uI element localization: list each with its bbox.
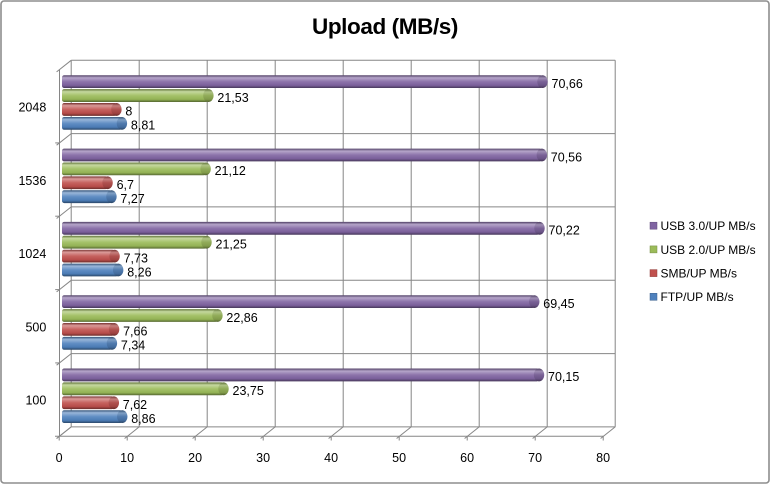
svg-text:80: 80 (596, 451, 610, 465)
svg-text:70,15: 70,15 (548, 370, 579, 384)
svg-text:70,22: 70,22 (549, 224, 580, 238)
svg-text:10: 10 (120, 451, 134, 465)
svg-text:SMB/UP MB/s: SMB/UP MB/s (661, 267, 737, 281)
svg-text:6,7: 6,7 (117, 178, 134, 192)
svg-text:FTP/UP MB/s: FTP/UP MB/s (661, 290, 734, 304)
svg-text:21,12: 21,12 (215, 164, 246, 178)
svg-text:Upload (MB/s): Upload (MB/s) (312, 14, 458, 39)
svg-text:60: 60 (460, 451, 474, 465)
svg-text:7,73: 7,73 (124, 251, 148, 265)
svg-text:7,34: 7,34 (121, 339, 145, 353)
svg-text:0: 0 (56, 451, 63, 465)
svg-text:23,75: 23,75 (233, 384, 264, 398)
svg-text:21,25: 21,25 (216, 238, 247, 252)
svg-text:7,27: 7,27 (120, 192, 144, 206)
svg-text:8,26: 8,26 (127, 265, 151, 279)
svg-text:22,86: 22,86 (226, 311, 257, 325)
svg-text:8,81: 8,81 (131, 119, 155, 133)
svg-text:21,53: 21,53 (217, 91, 248, 105)
svg-text:30: 30 (256, 451, 270, 465)
svg-text:7,62: 7,62 (123, 398, 147, 412)
svg-text:50: 50 (392, 451, 406, 465)
svg-text:70: 70 (528, 451, 542, 465)
svg-text:69,45: 69,45 (543, 297, 574, 311)
svg-text:500: 500 (25, 320, 46, 334)
svg-text:1536: 1536 (18, 174, 46, 188)
svg-text:70,66: 70,66 (552, 77, 583, 91)
svg-text:8,86: 8,86 (131, 412, 155, 426)
svg-text:2048: 2048 (18, 101, 46, 115)
svg-text:USB 2.0/UP MB/s: USB 2.0/UP MB/s (661, 243, 756, 257)
svg-text:40: 40 (324, 451, 338, 465)
svg-text:USB 3.0/UP MB/s: USB 3.0/UP MB/s (661, 219, 756, 233)
svg-text:1024: 1024 (18, 247, 46, 261)
svg-text:8: 8 (125, 105, 132, 119)
svg-text:7,66: 7,66 (123, 325, 147, 339)
svg-text:100: 100 (25, 394, 46, 408)
svg-text:20: 20 (188, 451, 202, 465)
svg-text:70,56: 70,56 (551, 150, 582, 164)
